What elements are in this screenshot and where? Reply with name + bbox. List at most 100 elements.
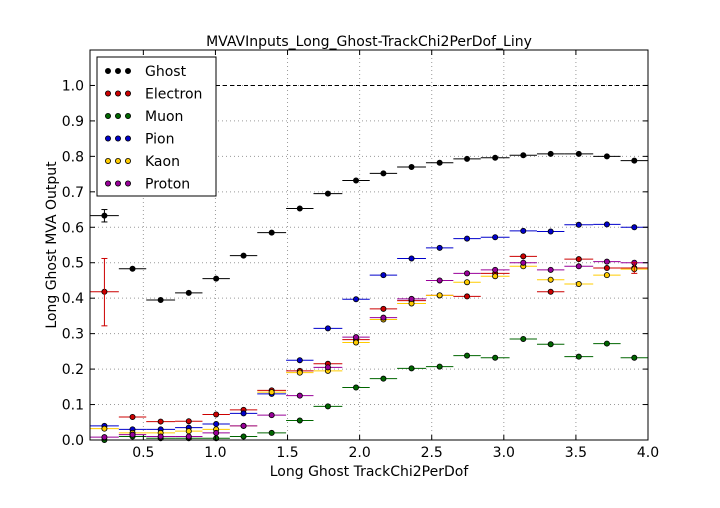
legend-marker [125, 113, 132, 120]
data-point [408, 295, 415, 302]
y-tick-label: 0.4 [62, 291, 84, 307]
data-point [492, 234, 499, 241]
legend-marker [105, 90, 112, 97]
data-point [575, 150, 582, 157]
data-point [520, 253, 527, 260]
data-point [547, 228, 554, 235]
data-point [296, 417, 303, 424]
x-tick-label: 3.0 [493, 445, 515, 461]
data-point [268, 412, 275, 419]
data-point [464, 235, 471, 242]
data-point [157, 418, 164, 425]
x-tick-label: 2.5 [421, 445, 443, 461]
legend-marker [105, 68, 112, 75]
y-axis-label: Long Ghost MVA Output [44, 161, 60, 329]
data-point [603, 340, 610, 347]
legend-marker [115, 90, 122, 97]
legend-marker [105, 113, 112, 120]
legend-label: Muon [145, 109, 183, 125]
data-point [631, 157, 638, 164]
data-point [464, 270, 471, 277]
data-point [240, 252, 247, 259]
y-tick-label: 0.5 [62, 256, 84, 272]
legend-label: Kaon [145, 154, 180, 170]
y-tick-label: 0.8 [62, 149, 84, 165]
data-point [213, 411, 220, 418]
legend-marker [115, 113, 122, 120]
data-point [547, 266, 554, 273]
data-point [492, 354, 499, 361]
ticks-layer: 0.5 1.0 1.5 2.0 2.5 3.0 3.5 4.0 0.0 0.1 0.2 0.3 0.4 0… [62, 50, 659, 461]
data-point [185, 289, 192, 296]
x-axis-label: Long Ghost TrackChi2PerDof [270, 464, 470, 480]
legend-marker [115, 135, 122, 142]
data-point [575, 263, 582, 270]
data-point [185, 418, 192, 425]
x-tick-label: 1.5 [276, 445, 298, 461]
data-point [575, 280, 582, 287]
data-point [324, 364, 331, 371]
data-point [185, 428, 192, 435]
data-point [408, 255, 415, 262]
data-point [603, 221, 610, 228]
data-point [520, 152, 527, 159]
data-point [324, 325, 331, 332]
data-point [380, 375, 387, 382]
data-point [380, 305, 387, 312]
data-point [296, 205, 303, 212]
legend-marker [125, 135, 132, 142]
data-point [603, 258, 610, 265]
data-point [380, 272, 387, 279]
data-point [520, 227, 527, 234]
data-point [268, 229, 275, 236]
data-point [520, 335, 527, 342]
y-tick-label: 0.1 [62, 398, 84, 414]
legend-marker [105, 157, 112, 164]
data-point [547, 276, 554, 283]
data-point [436, 277, 443, 284]
plot-frame [89, 49, 649, 441]
chart-title: MVAVInputs_Long_Ghost-TrackChi2PerDof_Li… [206, 34, 532, 50]
data-point [408, 365, 415, 372]
y-tick-label: 0.6 [62, 220, 84, 236]
data-point [353, 296, 360, 303]
legend: Ghost Electron Muon Pion Kaon Proton [96, 56, 217, 197]
data-point [380, 314, 387, 321]
legend-marker [125, 157, 132, 164]
data-point [575, 256, 582, 263]
x-tick-label: 2.0 [348, 445, 370, 461]
x-tick-label: 3.5 [565, 445, 587, 461]
data-point [492, 273, 499, 280]
series-kaon [90, 263, 648, 436]
legend-marker [125, 68, 132, 75]
data-point [240, 410, 247, 417]
y-tick-label: 0.7 [62, 185, 84, 201]
data-point [603, 265, 610, 272]
data-point [408, 163, 415, 170]
data-point [436, 244, 443, 251]
series-ghost [90, 150, 648, 303]
legend-marker [115, 157, 122, 164]
legend-label: Electron [145, 87, 202, 103]
data-point [492, 266, 499, 273]
data-point [464, 279, 471, 286]
data-point [631, 224, 638, 231]
data-point [380, 170, 387, 177]
data-point [353, 339, 360, 346]
data-point [129, 431, 136, 438]
data-point [268, 429, 275, 436]
data-point [324, 403, 331, 410]
data-point [353, 384, 360, 391]
data-point [268, 389, 275, 396]
y-tick-label: 0.9 [62, 114, 84, 130]
legend-marker [105, 180, 112, 187]
data-point [436, 363, 443, 370]
legend-marker [125, 180, 132, 187]
data-point [101, 425, 108, 432]
legend-marker [105, 135, 112, 142]
data-point [603, 272, 610, 279]
data-point [296, 357, 303, 364]
data-point [129, 413, 136, 420]
data-point [520, 259, 527, 266]
y-tick-label: 0.3 [62, 327, 84, 343]
